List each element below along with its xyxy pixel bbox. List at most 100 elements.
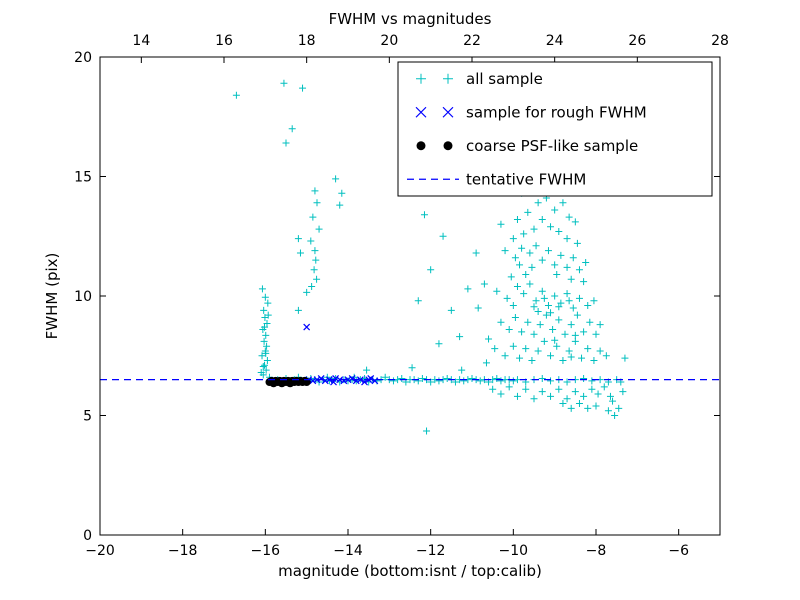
plus-marker — [398, 374, 406, 382]
plus-marker — [280, 79, 288, 87]
plus-marker — [257, 368, 265, 376]
y-tick-label: 15 — [74, 170, 92, 186]
plus-marker — [414, 377, 422, 385]
plus-marker — [551, 261, 559, 269]
plus-marker — [536, 321, 544, 329]
legend-box — [397, 61, 713, 197]
plus-marker — [264, 311, 272, 319]
x-tick-label-top: 20 — [380, 33, 398, 49]
x-marker — [348, 375, 356, 382]
legend: all sample sample for rough FWHM coarse PS… — [397, 61, 713, 197]
plus-marker — [509, 235, 517, 243]
plus-marker — [259, 363, 267, 371]
plus-marker — [513, 282, 521, 290]
plus-marker — [547, 352, 555, 360]
plus-marker — [520, 290, 528, 298]
plus-marker — [389, 377, 397, 385]
plus-marker — [435, 340, 443, 348]
x-tick-label-top: 24 — [546, 33, 564, 49]
plus-marker — [264, 299, 272, 307]
plus-marker — [528, 357, 536, 365]
x-marker — [340, 377, 348, 385]
plus-marker — [538, 287, 546, 295]
plus-marker — [489, 385, 497, 393]
plus-marker — [522, 345, 530, 353]
plus-marker — [559, 400, 567, 408]
plus-marker — [575, 266, 583, 274]
plus-marker — [563, 290, 571, 298]
y-tick-label: 10 — [74, 289, 92, 305]
plus-marker — [580, 328, 588, 336]
plus-marker — [435, 377, 443, 385]
chart-title: FWHM vs magnitudes — [328, 10, 492, 28]
plus-marker — [524, 318, 532, 326]
x-axis-label: magnitude (bottom:isnt / top:calib) — [278, 562, 542, 580]
plus-marker — [526, 280, 534, 288]
plus-marker — [592, 402, 600, 410]
plus-marker — [458, 366, 466, 374]
plus-marker — [551, 292, 559, 300]
plus-marker — [555, 385, 563, 393]
plus-marker — [451, 378, 459, 386]
plus-marker — [416, 73, 426, 84]
plus-marker — [567, 353, 575, 361]
x-tick-label-top: 28 — [711, 33, 729, 49]
plus-marker — [530, 395, 538, 403]
plus-marker — [423, 427, 431, 435]
x-marker — [332, 375, 340, 382]
plus-marker — [580, 374, 588, 382]
plus-marker — [513, 392, 521, 400]
plus-marker — [497, 220, 505, 228]
plus-marker — [520, 230, 528, 238]
x-tick-label-bottom: −16 — [251, 543, 281, 559]
plus-marker — [262, 331, 270, 339]
plus-marker — [571, 218, 579, 226]
plus-marker — [313, 199, 321, 207]
plus-marker — [414, 297, 422, 305]
plus-marker — [303, 288, 311, 296]
plus-marker — [232, 91, 240, 99]
plus-marker — [299, 84, 307, 92]
plus-marker — [505, 383, 513, 391]
plus-marker — [443, 374, 451, 382]
series-coarse-psf-like-sample — [265, 376, 311, 388]
plus-marker — [569, 254, 577, 262]
plus-marker — [308, 282, 316, 290]
plus-marker — [260, 306, 268, 314]
plus-marker — [596, 321, 604, 329]
plus-marker — [594, 390, 602, 398]
plus-marker — [472, 249, 480, 257]
plus-marker — [501, 247, 509, 255]
plus-marker — [563, 263, 571, 271]
plus-marker — [544, 302, 552, 310]
plus-marker — [468, 374, 476, 382]
series-sample-for-rough-fwhm — [303, 323, 379, 386]
plus-marker — [551, 206, 559, 214]
plus-marker — [482, 359, 490, 367]
plus-marker — [294, 306, 302, 314]
plus-marker — [606, 392, 614, 400]
plus-marker — [480, 280, 488, 288]
plus-marker — [561, 330, 569, 338]
plus-marker — [532, 297, 540, 305]
series-all-sample — [232, 79, 629, 435]
plus-marker — [547, 377, 555, 385]
plus-marker — [294, 235, 302, 243]
plus-marker — [542, 311, 550, 319]
plus-marker — [555, 227, 563, 235]
plus-marker — [310, 266, 318, 274]
plus-marker — [493, 287, 501, 295]
plus-marker — [588, 385, 596, 393]
plus-marker — [476, 377, 484, 385]
x-tick-label-bottom: −18 — [168, 543, 198, 559]
plus-marker — [509, 377, 517, 385]
plus-marker — [282, 139, 290, 147]
x-tick-label-bottom: −8 — [586, 543, 607, 559]
plus-marker — [464, 285, 472, 293]
x-marker — [344, 376, 352, 384]
plus-marker — [312, 256, 320, 264]
plus-marker — [582, 259, 590, 267]
plus-marker — [565, 297, 573, 305]
x-tick-label-top: 16 — [215, 33, 233, 49]
